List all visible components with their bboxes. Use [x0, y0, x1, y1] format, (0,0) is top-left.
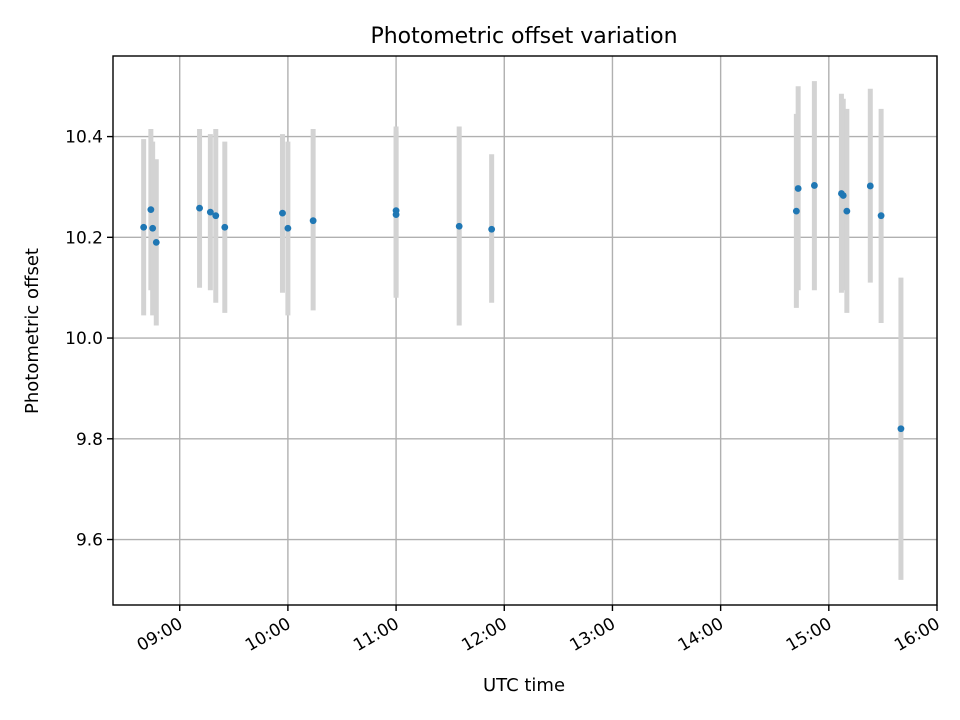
- error-bar-layer: [141, 81, 904, 580]
- y-tick-label: 10.4: [65, 128, 103, 148]
- data-point: [877, 212, 885, 220]
- data-point: [897, 425, 905, 433]
- data-point: [221, 223, 229, 231]
- data-point: [309, 217, 317, 225]
- y-axis-label: Photometric offset: [22, 248, 43, 414]
- data-point: [196, 204, 203, 212]
- data-point: [455, 222, 463, 230]
- data-point: [147, 206, 155, 214]
- x-tick-label: 10:00: [242, 614, 294, 656]
- y-tick-label: 9.8: [76, 430, 103, 450]
- data-point: [866, 182, 874, 190]
- data-point: [792, 207, 800, 215]
- data-point: [279, 209, 286, 217]
- data-point: [212, 212, 220, 220]
- data-point: [392, 211, 400, 219]
- x-tick-label: 16:00: [891, 614, 943, 656]
- data-point: [839, 192, 847, 199]
- x-tick-label: 11:00: [350, 614, 402, 656]
- data-point: [488, 225, 496, 233]
- data-point: [794, 185, 802, 192]
- x-tick-label: 14:00: [675, 614, 727, 656]
- x-tick-label: 09:00: [134, 614, 186, 656]
- data-point: [206, 208, 214, 216]
- x-tick-label: 12:00: [458, 614, 510, 656]
- y-tick-label: 10.0: [65, 329, 103, 349]
- plot-frame: [112, 55, 938, 606]
- data-point-layer: [140, 182, 905, 433]
- x-axis-label: UTC time: [483, 675, 565, 696]
- x-tick-label: 13:00: [567, 614, 619, 656]
- y-tick-label: 9.6: [76, 531, 103, 551]
- data-point: [152, 238, 160, 246]
- data-point: [149, 224, 157, 232]
- chart-title: Photometric offset variation: [370, 24, 677, 49]
- data-point: [284, 224, 292, 232]
- x-tick-label: 15:00: [783, 614, 835, 656]
- data-point: [810, 182, 818, 189]
- y-tick-label: 10.2: [65, 228, 103, 248]
- data-point: [843, 207, 851, 215]
- data-point: [140, 223, 148, 231]
